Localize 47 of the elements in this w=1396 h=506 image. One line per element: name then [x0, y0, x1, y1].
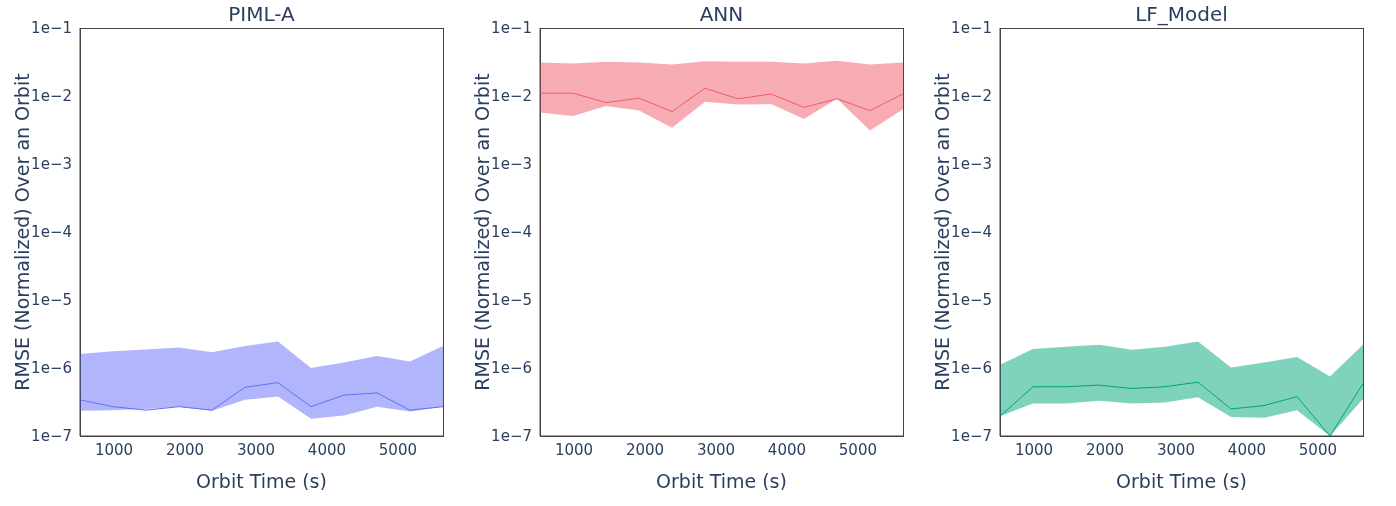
line-series — [540, 87, 903, 113]
chart-title: LF_Model — [1134, 2, 1229, 26]
x-axis-title: Orbit Time (s) — [656, 470, 787, 492]
x-axis-title: Orbit Time (s) — [1116, 470, 1247, 492]
y-axis-title: RMSE (Normalized) Over an Orbit — [470, 73, 493, 391]
y-tick-label: 1e−6 — [491, 359, 532, 378]
y-tick-label: 1e−4 — [31, 223, 72, 242]
x-tick-label: 3000 — [236, 440, 276, 459]
y-tick-label: 1e−3 — [491, 155, 532, 174]
chart-title: ANN — [698, 2, 745, 26]
y-tick-label: 1e−5 — [491, 291, 532, 310]
y-tick-label: 1e−1 — [951, 19, 992, 38]
x-tick-label: 1000 — [554, 440, 594, 459]
y-tick-label: 1e−1 — [491, 19, 532, 38]
x-tick-label: 4000 — [767, 440, 807, 459]
x-tick-label: 4000 — [307, 440, 347, 459]
x-tick-label: 1000 — [1014, 440, 1054, 459]
x-tick-label: 5000 — [378, 440, 418, 459]
y-axis-title: RMSE (Normalized) Over an Orbit — [930, 73, 953, 391]
y-tick-label: 1e−3 — [31, 155, 72, 174]
y-tick-label: 1e−2 — [951, 87, 992, 106]
y-tick-label: 1e−2 — [31, 87, 72, 106]
y-tick-label: 1e−5 — [951, 291, 992, 310]
x-tick-label: 2000 — [1085, 440, 1125, 459]
x-tick-label: 3000 — [696, 440, 736, 459]
y-tick-label: 1e−7 — [491, 427, 532, 446]
y-tick-label: 1e−6 — [951, 359, 992, 378]
x-tick-label: 2000 — [165, 440, 205, 459]
y-tick-label: 1e−6 — [31, 359, 72, 378]
y-tick-label: 1e−3 — [951, 155, 992, 174]
y-tick-label: 1e−7 — [951, 427, 992, 446]
y-tick-label: 1e−2 — [491, 87, 532, 106]
y-axis-title: RMSE (Normalized) Over an Orbit — [10, 73, 33, 391]
x-tick-label: 2000 — [625, 440, 665, 459]
x-tick-label: 4000 — [1227, 440, 1267, 459]
x-tick-label: 5000 — [1298, 440, 1338, 459]
chart-title: PIML-A — [227, 2, 296, 26]
y-tick-label: 1e−5 — [31, 291, 72, 310]
y-tick-label: 1e−4 — [491, 223, 532, 242]
y-tick-label: 1e−7 — [31, 427, 72, 446]
line-series — [80, 382, 443, 411]
x-tick-label: 5000 — [838, 440, 878, 459]
x-axis-title: Orbit Time (s) — [196, 470, 327, 492]
x-tick-label: 3000 — [1156, 440, 1196, 459]
x-tick-label: 1000 — [94, 440, 134, 459]
y-tick-label: 1e−4 — [951, 223, 992, 242]
y-tick-label: 1e−1 — [31, 19, 72, 38]
